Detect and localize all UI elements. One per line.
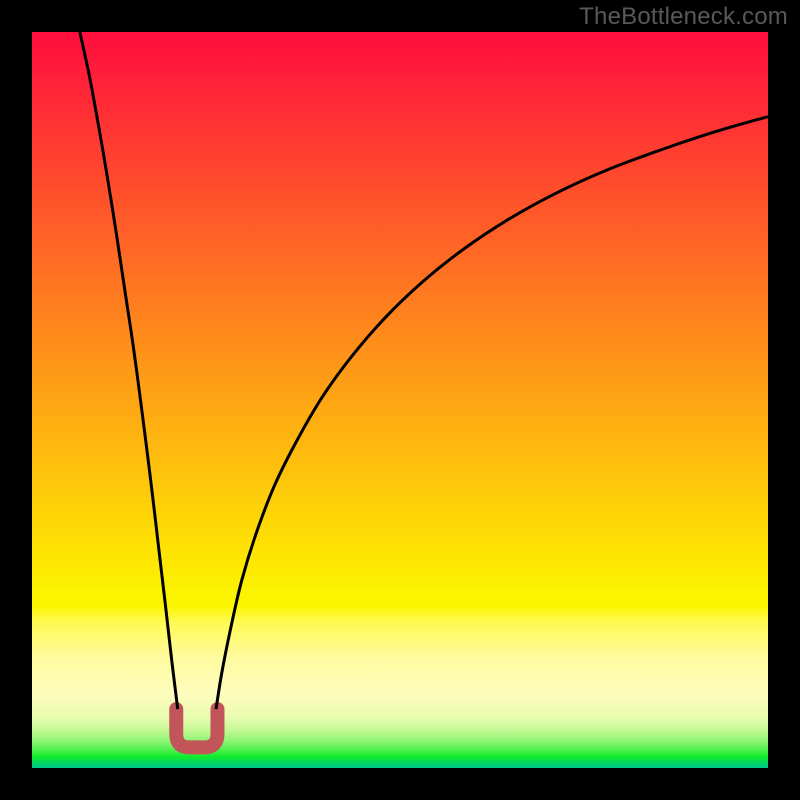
curve-layer bbox=[32, 32, 768, 768]
plot-area bbox=[32, 32, 768, 768]
bottleneck-curve-left bbox=[80, 32, 178, 709]
bottleneck-curve-right bbox=[216, 117, 768, 709]
watermark-text: TheBottleneck.com bbox=[579, 3, 788, 31]
valley-marker bbox=[176, 709, 217, 747]
